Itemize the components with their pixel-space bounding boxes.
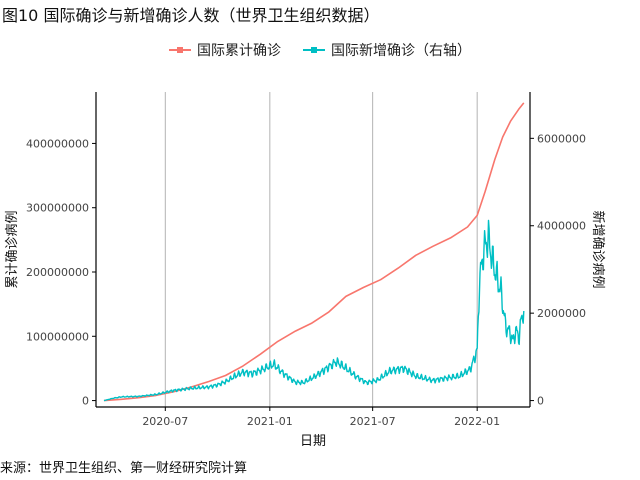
legend-label-cumulative: 国际累计确诊 — [197, 43, 281, 59]
figure-title: 图10 国际确诊与新增确诊人数（世界卫生组织数据） — [2, 6, 380, 25]
y2-tick-label: 2000000 — [537, 307, 586, 320]
source-note: 来源：世界卫生组织、第一财经研究院计算 — [0, 461, 248, 476]
y2-tick-label: 0 — [537, 395, 544, 408]
x-tick-label: 2020-07 — [142, 415, 188, 428]
legend-label-new: 国际新增确诊（右轴） — [331, 43, 471, 59]
y-tick-label: 300000000 — [26, 202, 89, 215]
legend-item-new: 国际新增确诊（右轴） — [303, 40, 471, 60]
y-tick-label: 0 — [82, 395, 89, 408]
x-tick-label: 2021-07 — [350, 415, 396, 428]
y-tick-label: 100000000 — [26, 330, 89, 343]
y2-axis-title: 新增确诊病例 — [590, 210, 606, 288]
y-tick-label: 200000000 — [26, 266, 89, 279]
x-tick-label: 2021-01 — [247, 415, 293, 428]
legend-item-cumulative: 国际累计确诊 — [169, 40, 281, 60]
x-axis-title: 日期 — [300, 434, 326, 449]
legend-key-cumulative — [169, 44, 191, 56]
y-axis-title: 累计确诊病例 — [5, 210, 20, 288]
legend-key-new — [303, 44, 325, 56]
series-line-cumulative — [103, 102, 525, 402]
series-line-new — [103, 219, 525, 402]
y2-tick-label: 4000000 — [537, 220, 586, 233]
y-tick-label: 400000000 — [26, 137, 89, 150]
x-tick-label: 2022-01 — [454, 415, 500, 428]
y2-tick-label: 6000000 — [537, 132, 586, 145]
legend: 国际累计确诊 国际新增确诊（右轴） — [0, 40, 640, 60]
